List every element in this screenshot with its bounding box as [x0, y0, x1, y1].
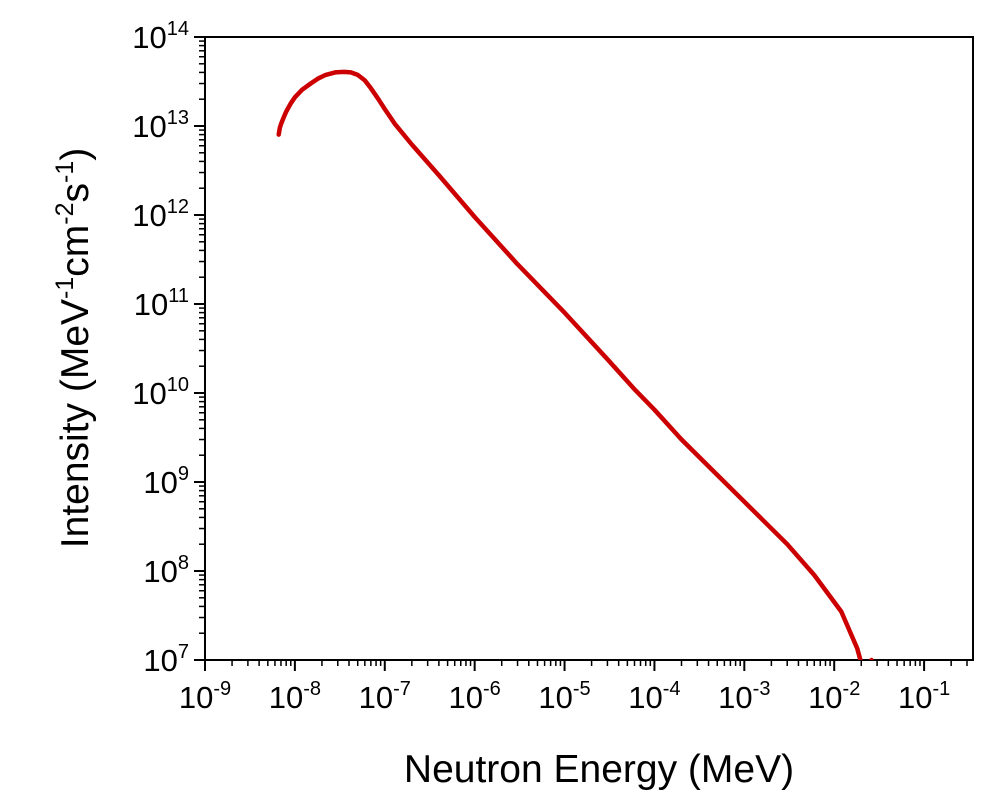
x-tick-label: 10-9 [179, 678, 231, 715]
y-tick-label: 109 [143, 463, 189, 500]
x-tick-label: 10-6 [449, 678, 501, 715]
plot-frame [204, 36, 974, 661]
y-tick-label: 1014 [132, 18, 189, 55]
y-axis-tick-labels: 107 108 109 1010 1011 1012 1013 1014 [132, 18, 189, 678]
x-tick-label: 10-7 [359, 678, 411, 715]
y-tick-label: 1010 [132, 374, 189, 411]
x-tick-label: 10-5 [538, 678, 590, 715]
x-tick-label: 10-8 [269, 678, 321, 715]
x-axis-tick-labels: 10-9 10-8 10-7 10-6 10-5 10-4 10-3 10-2 10-1 [179, 678, 950, 715]
y-axis-title: Intensity (MeV-1cm-2s-1) [51, 148, 97, 548]
y-tick-label: 1012 [132, 196, 189, 233]
y-tick-label: 108 [143, 552, 189, 589]
x-axis-title: Neutron Energy (MeV) [404, 748, 794, 791]
y-axis-ticks [194, 36, 205, 661]
x-tick-label: 10-4 [628, 678, 680, 715]
x-tick-label: 10-1 [898, 678, 950, 715]
series-line-intensity [276, 69, 874, 660]
y-tick-label: 107 [143, 641, 189, 678]
y-tick-label: 1013 [132, 107, 189, 144]
x-axis-ticks [204, 660, 968, 671]
y-tick-label: 1011 [134, 285, 189, 322]
x-tick-label: 10-2 [808, 678, 860, 715]
x-tick-label: 10-3 [718, 678, 770, 715]
